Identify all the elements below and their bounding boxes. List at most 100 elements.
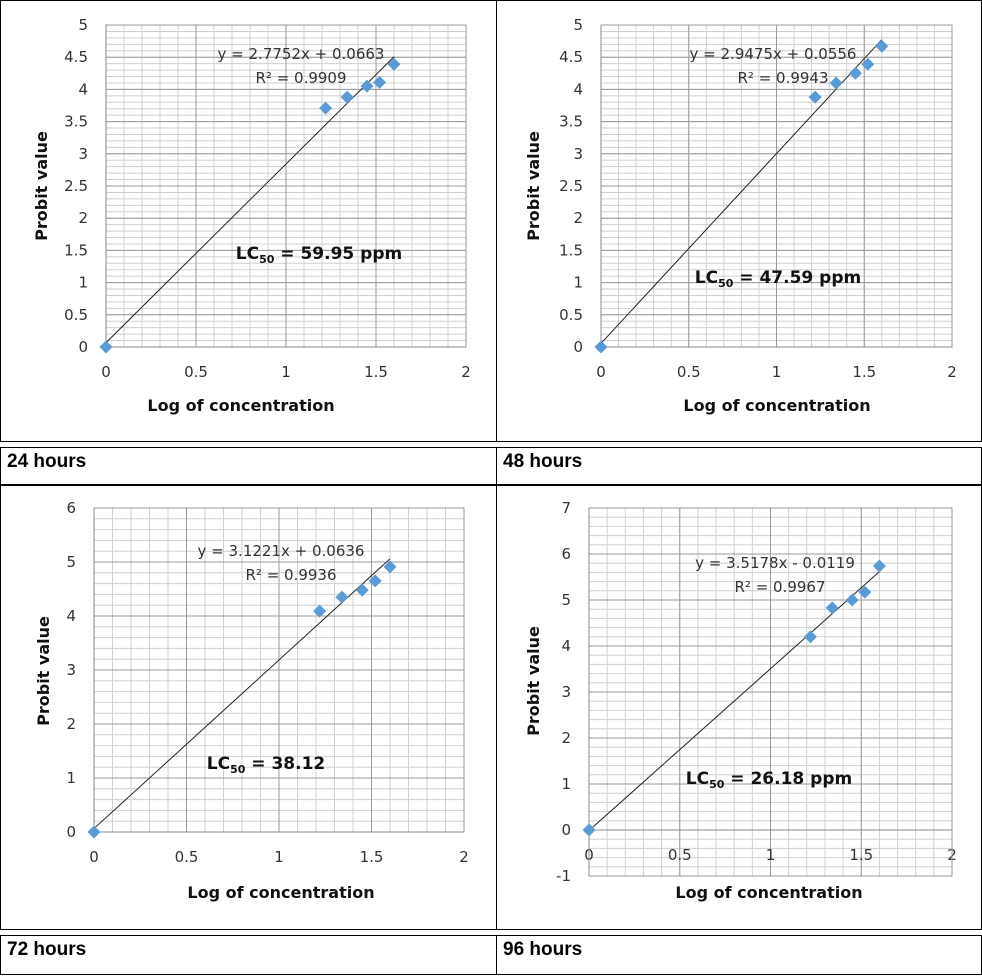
x-tick-label: 0 [596, 363, 606, 381]
data-point [87, 825, 101, 839]
trendline-equation: y = 2.7752x + 0.0663 [218, 45, 385, 63]
r-squared-label: R² = 0.9967 [734, 578, 825, 596]
x-tick-label: 1 [772, 363, 782, 381]
y-tick-label: 4.5 [559, 48, 583, 66]
caption-24h: 24 hours [0, 447, 497, 485]
y-tick-label: 0 [561, 821, 571, 839]
y-tick-label: 2 [573, 209, 583, 227]
trendline [600, 39, 883, 344]
x-tick-label: 0.5 [184, 363, 208, 381]
data-point [829, 76, 843, 90]
x-tick-label: 0.5 [175, 848, 199, 866]
x-tick-label: 2 [461, 363, 471, 381]
chart-72h: 0 0.5 1 1.5 2 0 1 2 3 4 5 6 y = 3.1221x + 0.0636 R² =… [34, 499, 469, 902]
x-axis-title: Log of concentration [147, 396, 334, 415]
y-tick-label: 4.5 [64, 48, 88, 66]
data-point [387, 57, 401, 71]
y-axis-title: Probit value [524, 131, 543, 241]
r-squared-label: R² = 0.9909 [255, 69, 346, 87]
x-tick-label: 1 [281, 363, 291, 381]
data-point [875, 39, 889, 53]
y-tick-label: 5 [78, 16, 88, 34]
y-tick-label: 4 [561, 637, 571, 655]
y-tick-label: 7 [561, 499, 571, 517]
y-tick-label: 5 [573, 16, 583, 34]
caption-72h: 72 hours [0, 935, 497, 975]
data-point [335, 590, 349, 604]
data-point [313, 604, 327, 618]
data-point [845, 593, 859, 607]
y-tick-label: 0.5 [64, 306, 88, 324]
x-axis-title: Log of concentration [187, 883, 374, 902]
y-tick-label: 2.5 [559, 177, 583, 195]
lc50-annotation: LC50 = 26.18 ppm [686, 769, 852, 791]
x-tick-label: 1.5 [360, 848, 384, 866]
data-point [808, 90, 822, 104]
x-tick-label: 2 [459, 848, 469, 866]
y-axis-title: Probit value [32, 131, 51, 241]
data-point [872, 559, 886, 573]
x-tick-label: 0 [89, 848, 99, 866]
caption-96h: 96 hours [496, 935, 982, 975]
y-tick-label: -1 [556, 867, 571, 885]
data-point [383, 560, 397, 574]
y-tick-label: 4 [78, 80, 88, 98]
data-point [858, 585, 872, 599]
r-squared-label: R² = 0.9943 [737, 69, 828, 87]
trendline-equation: y = 3.1221x + 0.0636 [198, 542, 365, 560]
lc50-annotation: LC50 = 38.12 [207, 754, 325, 776]
y-tick-label: 4 [573, 80, 583, 98]
y-tick-label: 5 [66, 553, 76, 571]
chart-24h: 0 0.5 1 1.5 2 0 0.5 1 1.5 2 2.5 3 3.5 4 4.5 5 y = 2.7752… [32, 16, 471, 415]
y-tick-label: 3.5 [64, 113, 88, 131]
y-tick-label: 6 [561, 545, 571, 563]
chart-panel-96h: 0 0.5 1 1.5 2 -1 0 1 2 3 4 5 6 7 y = 3.5178x - 0.0119 R… [496, 485, 982, 930]
x-tick-label: 0.5 [677, 363, 701, 381]
y-tick-label: 3 [66, 661, 76, 679]
y-tick-label: 0.5 [559, 306, 583, 324]
y-tick-label: 1 [561, 775, 571, 793]
x-tick-label: 1.5 [849, 846, 873, 864]
y-tick-label: 3 [561, 683, 571, 701]
data-point [861, 57, 875, 71]
y-tick-label: 1.5 [559, 241, 583, 259]
data-point [319, 101, 333, 115]
y-tick-label: 4 [66, 607, 76, 625]
data-point [360, 79, 374, 93]
lc50-annotation: LC50 = 47.59 ppm [695, 268, 861, 290]
data-point [582, 823, 596, 837]
data-point [99, 340, 113, 354]
x-tick-label: 0.5 [668, 846, 692, 864]
y-tick-label: 3 [78, 145, 88, 163]
data-point [368, 574, 382, 588]
y-axis-title: Probit value [34, 616, 53, 726]
y-tick-label: 1 [78, 274, 88, 292]
data-point [848, 66, 862, 80]
y-tick-label: 0 [78, 338, 88, 356]
y-tick-label: 1.5 [64, 241, 88, 259]
x-axis-title: Log of concentration [675, 883, 862, 902]
data-point [594, 340, 608, 354]
y-axis-title: Probit value [524, 626, 543, 736]
trendline [105, 56, 395, 344]
y-tick-label: 1 [573, 274, 583, 292]
y-tick-label: 3.5 [559, 113, 583, 131]
x-tick-label: 0 [101, 363, 111, 381]
y-tick-label: 5 [561, 591, 571, 609]
data-point [825, 601, 839, 615]
data-point [355, 583, 369, 597]
trendline [93, 558, 391, 829]
r-squared-label: R² = 0.9936 [245, 566, 336, 584]
y-tick-label: 6 [66, 499, 76, 517]
trendline-equation: y = 2.9475x + 0.0556 [690, 45, 857, 63]
trendline [588, 571, 880, 831]
caption-48h: 48 hours [496, 447, 982, 485]
y-tick-label: 2 [78, 209, 88, 227]
chart-48h: 0 0.5 1 1.5 2 0 0.5 1 1.5 2 2.5 3 3.5 4 4.5 5 y = 2.9475… [524, 16, 957, 415]
y-tick-label: 2 [66, 715, 76, 733]
y-tick-label: 2 [561, 729, 571, 747]
y-tick-label: 0 [573, 338, 583, 356]
x-tick-label: 2 [947, 363, 957, 381]
